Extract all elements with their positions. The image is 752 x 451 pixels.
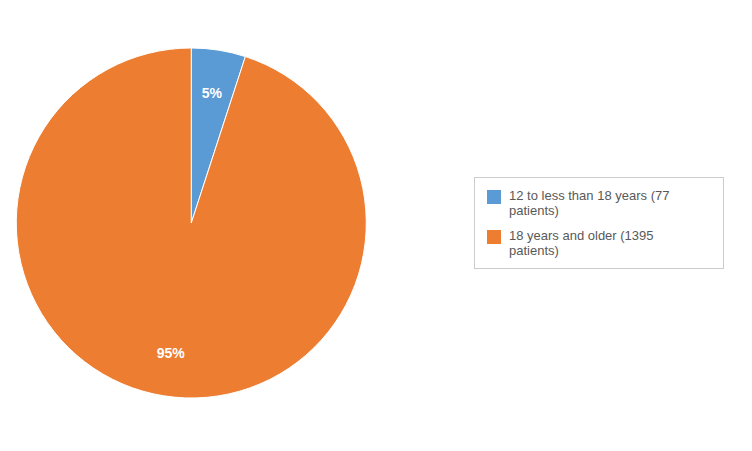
html-text:patients): patients) (509, 243, 559, 258)
svg-text:5%: 5% (202, 85, 223, 101)
html-text:12 to less than 18 years (77: 12 to less than 18 years (77 (509, 188, 670, 203)
html-text:18 years and older (1395: 18 years and older (1395 (509, 228, 654, 243)
html-text:patients): patients) (509, 203, 559, 218)
svg-text:95%: 95% (157, 345, 186, 361)
